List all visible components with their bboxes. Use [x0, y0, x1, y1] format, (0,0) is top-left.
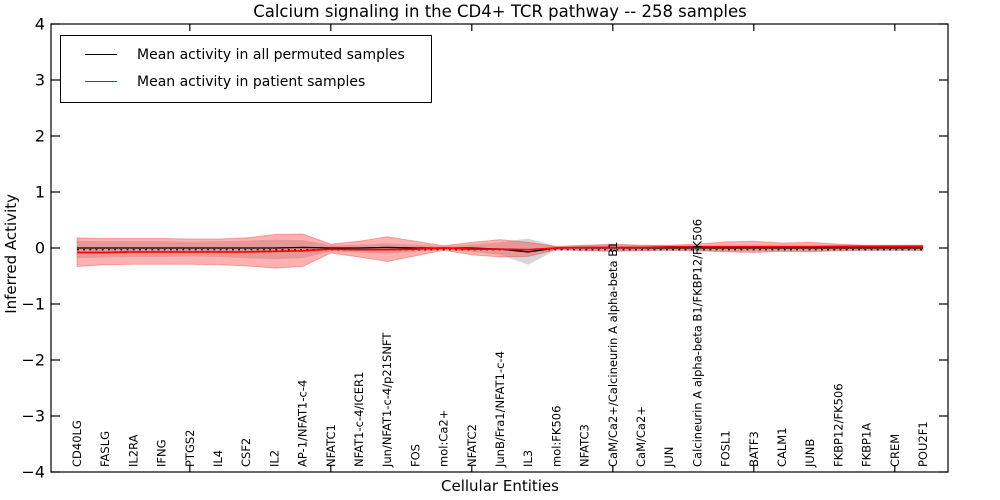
entity-label: CaM/Ca2+ — [634, 406, 648, 467]
y-tick-label: −1 — [21, 295, 45, 314]
y-tick-label: −4 — [21, 463, 45, 482]
legend-label-patient: Mean activity in patient samples — [137, 73, 366, 90]
chart-title: Calcium signaling in the CD4+ TCR pathwa… — [253, 2, 747, 21]
entity-label: BATF3 — [747, 431, 761, 467]
entity-label: CSF2 — [239, 438, 253, 467]
entity-label: IL2RA — [126, 434, 140, 467]
entity-label: NFATC1 — [324, 424, 338, 467]
legend-label-permuted: Mean activity in all permuted samples — [137, 46, 405, 63]
y-tick-label: −3 — [21, 407, 45, 426]
entity-label: PTGS2 — [183, 430, 197, 468]
entity-label: JUN — [662, 447, 676, 468]
y-tick-label: 0 — [35, 239, 45, 258]
entity-label: POU2F1 — [916, 421, 930, 467]
entity-label: Jun/NFAT1-c-4/p21SNFT — [380, 332, 394, 468]
entity-label: FKBP1A — [860, 423, 874, 467]
entity-label: FASLG — [98, 431, 112, 467]
y-axis-label: Inferred Activity — [2, 194, 20, 314]
entity-label: IL2 — [267, 450, 281, 467]
y-tick-label: −2 — [21, 351, 45, 370]
entity-label: CaM/Ca2+/Calcineurin A alpha-beta B1 — [606, 242, 620, 467]
entity-label: CD40LG — [70, 420, 84, 467]
entity-label: JunB/Fra1/NFAT1-c-4 — [493, 351, 507, 468]
entity-label: mol:Ca2+ — [437, 410, 451, 467]
entity-label: JUNB — [803, 439, 817, 468]
entity-label: IL4 — [211, 450, 225, 467]
patient-mean-line — [77, 245, 923, 254]
y-tick-label: 1 — [35, 183, 45, 202]
patient-std-band — [76, 233, 924, 269]
legend-line-permuted-icon — [85, 54, 117, 55]
entity-label: NFAT1-c-4/ICER1 — [352, 372, 366, 467]
entity-label: FOS — [408, 444, 422, 467]
entity-label: NFATC2 — [465, 424, 479, 467]
entity-label: AP-1/NFAT1-c-4 — [296, 380, 310, 467]
legend-item-patient: Mean activity in patient samples — [73, 71, 419, 92]
entity-label: FOSL1 — [719, 430, 733, 467]
entity-label: Calcineurin A alpha-beta B1/FKBP12/FK506 — [690, 219, 704, 467]
permuted-std-band — [77, 238, 923, 265]
entity-label: CREM — [888, 434, 902, 467]
entity-label: mol:FK506 — [549, 406, 563, 467]
entity-label: CALM1 — [775, 427, 789, 467]
legend-item-permuted: Mean activity in all permuted samples — [73, 44, 419, 65]
legend-line-patient-icon — [85, 81, 117, 82]
entity-label: NFATC3 — [578, 424, 592, 467]
legend: Mean activity in all permuted samples Me… — [60, 35, 432, 103]
x-axis-label: Cellular Entities — [441, 477, 559, 495]
y-tick-label: 3 — [35, 71, 45, 90]
entity-label: FKBP12/FK506 — [831, 383, 845, 467]
entity-label: IFNG — [155, 439, 169, 467]
y-tick-label: 4 — [35, 15, 45, 34]
entity-label: IL3 — [521, 450, 535, 467]
y-tick-label: 2 — [35, 127, 45, 146]
